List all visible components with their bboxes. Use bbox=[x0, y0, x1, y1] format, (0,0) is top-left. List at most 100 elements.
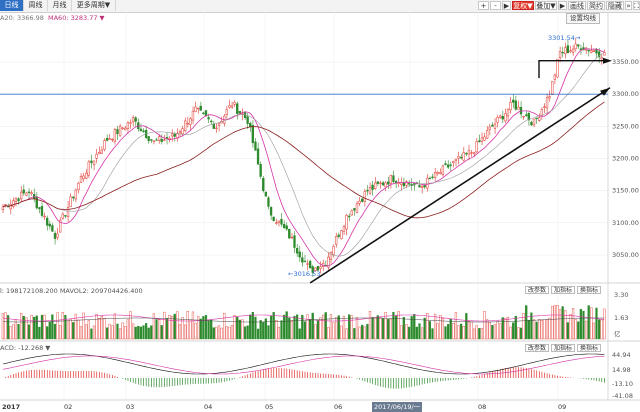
macd-switch-indicator-button[interactable]: 换指标 bbox=[577, 344, 602, 352]
volume-bar bbox=[454, 312, 458, 340]
candle-body bbox=[233, 102, 236, 105]
hide-button[interactable]: 隐藏 bbox=[606, 1, 624, 10]
candle-body bbox=[92, 160, 96, 165]
tab-monthly[interactable]: 月线 bbox=[48, 0, 72, 11]
candle-body bbox=[113, 129, 117, 142]
candle-body bbox=[384, 182, 387, 188]
candle-body bbox=[22, 189, 25, 194]
ma-slow-line bbox=[2, 101, 605, 219]
play-button[interactable]: ▶ bbox=[502, 1, 511, 10]
candle-body bbox=[340, 230, 343, 239]
volume-bar bbox=[462, 326, 465, 340]
simple-mode-button[interactable]: 简约 bbox=[587, 1, 605, 10]
volume-bar bbox=[509, 326, 512, 340]
candle-body bbox=[449, 164, 452, 166]
candle-body bbox=[160, 138, 163, 142]
candle-body bbox=[210, 120, 213, 123]
candle-body bbox=[264, 191, 268, 197]
zoom-in-button[interactable]: + bbox=[478, 1, 489, 10]
vol-switch-indicator-button[interactable]: 换指标 bbox=[577, 286, 602, 294]
ma-settings-button[interactable]: 设置均线 bbox=[566, 13, 600, 24]
volume-bar bbox=[517, 327, 520, 340]
volume-bar bbox=[236, 316, 239, 340]
candle-body bbox=[311, 266, 314, 273]
volume-bar bbox=[444, 326, 447, 340]
volume-bar bbox=[460, 323, 463, 340]
volume-bar bbox=[181, 317, 184, 340]
tab-weekly[interactable]: 周线 bbox=[24, 0, 48, 11]
volume-bar bbox=[309, 318, 312, 340]
tab-daily[interactable]: 日线 bbox=[0, 0, 24, 11]
volume-bar bbox=[204, 315, 208, 340]
volume-bar bbox=[168, 315, 171, 340]
volume-bar bbox=[199, 318, 202, 340]
candle-body bbox=[376, 181, 379, 184]
vol-add-indicator-button[interactable]: 加指标 bbox=[551, 286, 576, 294]
candle-body bbox=[548, 96, 551, 99]
volume-bar bbox=[387, 319, 390, 340]
vol-edit-params-button[interactable]: 改参数 bbox=[525, 286, 550, 294]
candle-body bbox=[345, 215, 348, 230]
candle-body bbox=[454, 158, 458, 161]
adjust-dropdown[interactable]: 复权▼ bbox=[512, 1, 534, 10]
candle-body bbox=[254, 141, 257, 151]
candle-body bbox=[332, 246, 335, 255]
volume-bar bbox=[238, 319, 241, 340]
volume-bar bbox=[137, 325, 140, 340]
volume-bar bbox=[574, 319, 577, 340]
candle-body bbox=[303, 260, 307, 263]
volume-legend: l: 198172108.200 MAVOL2: 209704426.400 bbox=[0, 287, 143, 295]
candle-body bbox=[163, 139, 166, 141]
volume-bar bbox=[350, 315, 353, 340]
candle-body bbox=[14, 198, 18, 202]
candle-body bbox=[72, 196, 75, 199]
volume-bar bbox=[30, 314, 33, 340]
candle-body bbox=[478, 140, 481, 143]
macd-edit-params-button[interactable]: 改参数 bbox=[525, 344, 550, 352]
candle-body bbox=[431, 176, 434, 179]
volume-bar bbox=[324, 312, 327, 340]
candle-body bbox=[285, 225, 288, 230]
candle-body bbox=[105, 138, 109, 141]
volume-tick-label: 1.63 bbox=[614, 314, 628, 322]
volume-bar bbox=[189, 320, 192, 340]
candle-body bbox=[392, 175, 395, 182]
volume-bar bbox=[558, 309, 562, 340]
candle-body bbox=[446, 164, 450, 168]
candle-body bbox=[590, 50, 593, 53]
volume-bar bbox=[413, 314, 416, 340]
tab-more-periods[interactable]: 更多周期▼ bbox=[72, 0, 116, 11]
candle-body bbox=[564, 47, 567, 54]
candle-body bbox=[441, 165, 445, 176]
macd-add-indicator-button[interactable]: 加指标 bbox=[551, 344, 576, 352]
draw-line-button[interactable]: 画线 bbox=[568, 1, 586, 10]
expand-icon[interactable]: » bbox=[625, 1, 632, 10]
volume-bar bbox=[108, 323, 111, 340]
volume-bar bbox=[363, 326, 366, 340]
candle-body bbox=[43, 215, 46, 218]
candle-body bbox=[462, 152, 465, 161]
candle-body bbox=[157, 136, 161, 141]
volume-bar bbox=[100, 316, 103, 340]
volume-bar bbox=[272, 312, 275, 340]
overlay-dropdown[interactable]: 叠加▼ bbox=[535, 1, 557, 10]
volume-bar bbox=[139, 326, 143, 340]
candle-body bbox=[90, 160, 93, 164]
candle-body bbox=[389, 175, 392, 184]
candle-body bbox=[543, 106, 546, 108]
candle-body bbox=[569, 50, 572, 52]
candle-body bbox=[574, 43, 577, 50]
candle-body bbox=[319, 266, 322, 269]
volume-bar bbox=[314, 324, 317, 340]
next-button[interactable]: ▶ bbox=[558, 1, 567, 10]
breakout-arrow-head bbox=[603, 57, 612, 64]
candle-body bbox=[134, 117, 137, 122]
candle-body bbox=[111, 138, 114, 141]
macd-histogram bbox=[2, 353, 605, 389]
zoom-out-button[interactable]: - bbox=[490, 1, 501, 10]
macd-tick-label: 44.94 bbox=[612, 351, 631, 359]
candle-body bbox=[298, 251, 301, 258]
volume-bar bbox=[470, 321, 473, 340]
ma60-value: MA60: 3283.77 ▼ bbox=[48, 14, 105, 22]
volume-bar bbox=[277, 326, 280, 340]
